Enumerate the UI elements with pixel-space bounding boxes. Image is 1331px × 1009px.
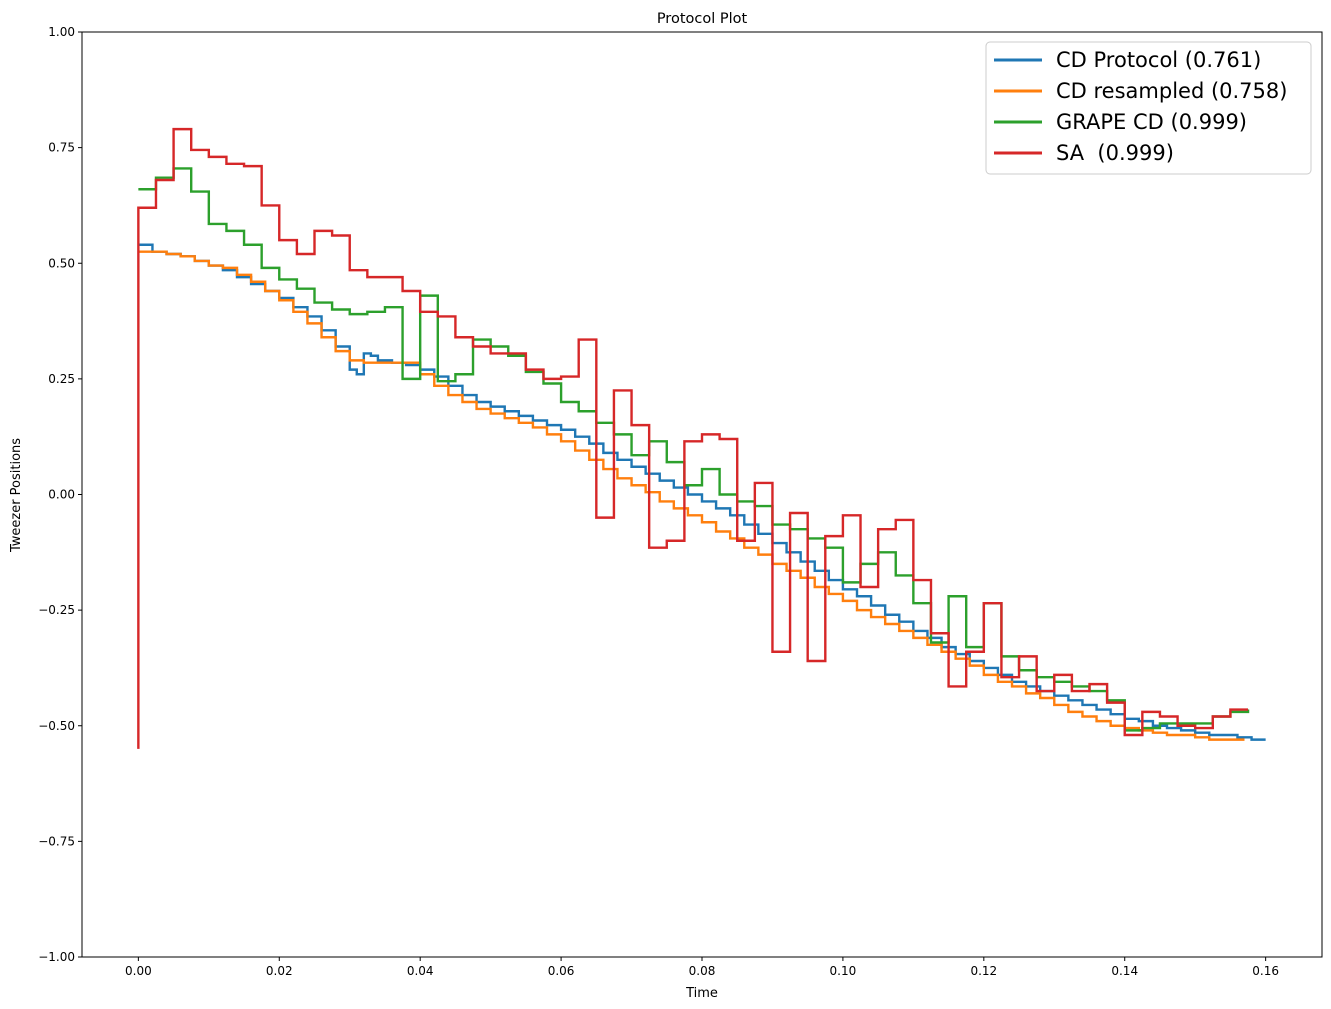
legend-label: SA (0.999) — [1056, 141, 1174, 165]
series-layer — [137, 127, 1266, 749]
y-tick-label: −1.00 — [38, 950, 75, 964]
x-tick-label: 0.12 — [970, 964, 997, 978]
legend-label: CD resampled (0.758) — [1056, 79, 1287, 103]
x-axis: 0.00 0.02 0.04 0.06 0.08 0.10 0.12 0.14 0.16 — [125, 957, 1279, 978]
y-tick-label: 0.00 — [48, 488, 75, 502]
y-tick-label: 1.00 — [48, 25, 75, 39]
x-tick-label: 0.04 — [407, 964, 434, 978]
legend: CD Protocol (0.761) CD resampled (0.758) G… — [985, 41, 1312, 175]
y-tick-label: −0.25 — [38, 603, 75, 617]
series-line-4 — [137, 127, 1249, 749]
y-axis-title: Tweezer Positions — [9, 438, 24, 553]
x-tick-label: 0.08 — [689, 964, 716, 978]
x-tick-label: 0.06 — [548, 964, 575, 978]
y-tick-label: 0.75 — [48, 141, 75, 155]
legend-label: CD Protocol (0.761) — [1056, 48, 1261, 72]
y-tick-label: −0.50 — [38, 719, 75, 733]
series-line-3 — [138, 167, 1250, 732]
x-tick-label: 0.14 — [1111, 964, 1138, 978]
legend-label: GRAPE CD (0.999) — [1056, 110, 1247, 134]
x-tick-label: 0.00 — [125, 964, 152, 978]
chart-title: Protocol Plot — [657, 11, 748, 27]
x-tick-label: 0.02 — [266, 964, 293, 978]
y-axis: −1.00 −0.75 −0.50 −0.25 0.00 0.25 0.50 0.75 1.00 — [38, 25, 82, 964]
series-line-2 — [138, 250, 1245, 741]
legend-box — [985, 41, 1312, 175]
x-tick-label: 0.10 — [830, 964, 857, 978]
x-tick-label: 0.16 — [1252, 964, 1279, 978]
y-tick-label: 0.50 — [48, 256, 75, 270]
x-axis-title: Time — [685, 986, 718, 1001]
series-line-1 — [138, 243, 1266, 741]
y-tick-label: −0.75 — [38, 834, 75, 848]
y-tick-label: 0.25 — [48, 372, 75, 386]
